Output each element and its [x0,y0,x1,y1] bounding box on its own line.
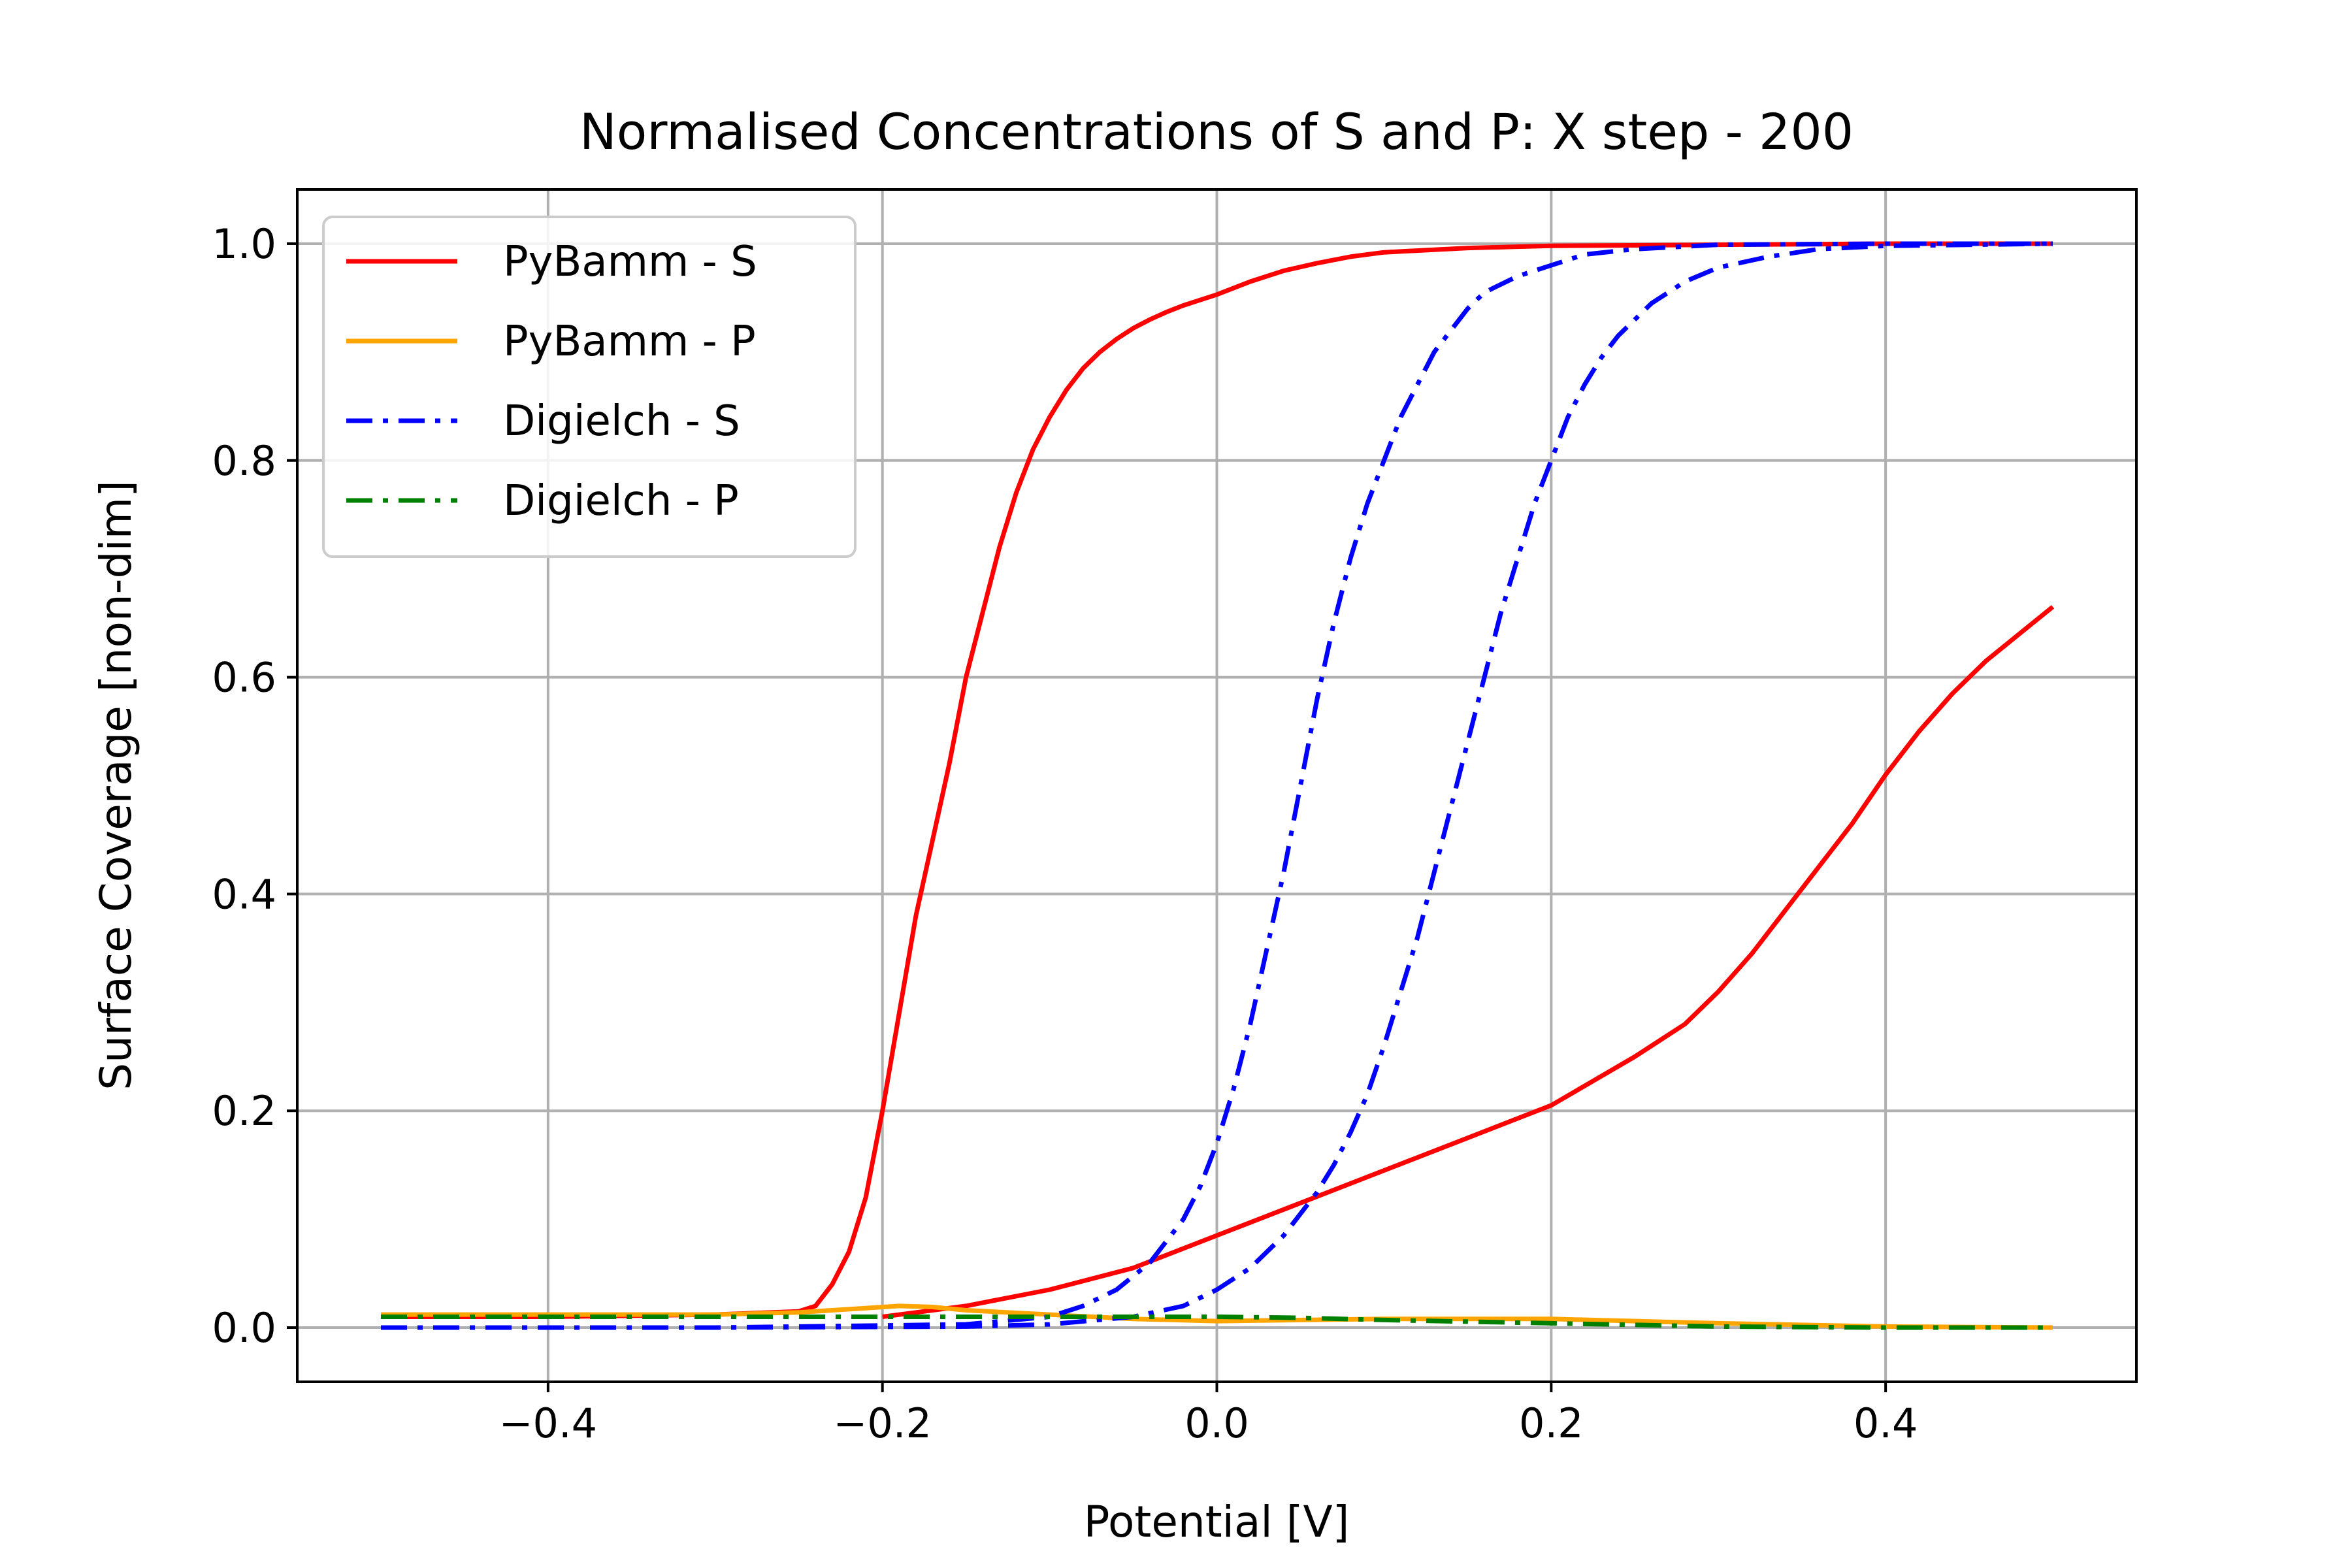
legend-label: Digielch - P [503,477,739,525]
x-axis-label: Potential [V] [1084,1497,1350,1547]
y-tick-label: 0.6 [212,654,276,702]
x-tick-label: −0.4 [499,1399,598,1447]
series-line-0 [381,241,2053,1319]
y-axis-label: Surface Coverage [non-dim] [91,480,141,1090]
x-tick-label: 0.0 [1184,1399,1249,1447]
series-line-4 [381,241,2053,1330]
x-tick-label: −0.2 [833,1399,932,1447]
y-tick-label: 0.2 [212,1087,276,1135]
legend-label: PyBamm - P [503,318,756,366]
y-tick-label: 0.8 [212,437,276,485]
x-tick-label: 0.2 [1519,1399,1584,1447]
legend-label: Digielch - S [503,397,740,446]
y-tick-label: 1.0 [212,220,276,268]
legend-entries: PyBamm - S PyBamm - P Digielch - S Digielch… [346,238,757,525]
series-line-3 [381,241,2053,1330]
series-line-5 [381,1315,2053,1330]
chart-title: Normalised Concentrations of S and P: X … [580,103,1854,161]
series-line-1 [882,605,2055,1319]
series-line-2 [381,1303,2053,1330]
y-tick-label: 0.0 [212,1304,276,1352]
plot-series [381,241,2055,1330]
legend-box [322,216,857,558]
legend: PyBamm - S PyBamm - P Digielch - S Digielch… [322,216,857,558]
axis-ticks: −0.4 −0.2 0.0 0.2 0.4 0.0 0.2 0.4 0.6 0.8 1.0 [212,220,1918,1447]
y-tick-label: 0.4 [212,870,276,918]
x-tick-label: 0.4 [1854,1399,1918,1447]
legend-label: PyBamm - S [503,238,757,286]
